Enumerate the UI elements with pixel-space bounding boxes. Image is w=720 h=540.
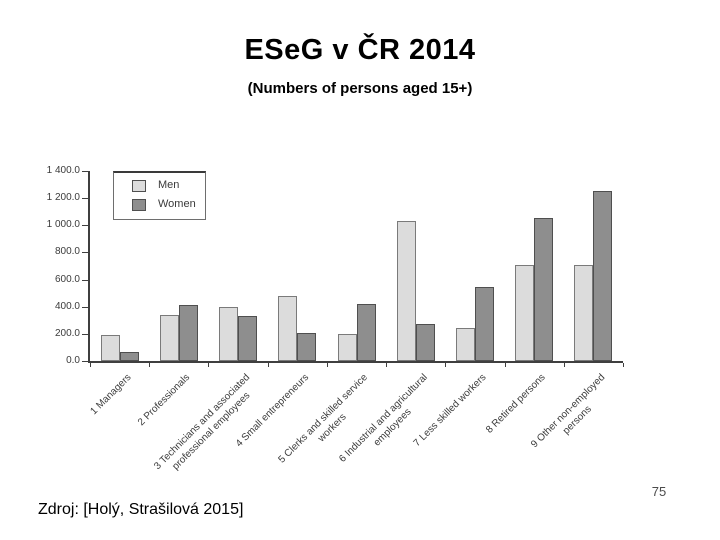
bar-men-1 (100, 335, 120, 361)
x-tick (623, 363, 624, 367)
bar-chart: 0.0 200.0 400.0 600.0 800.0 1 000.0 1 200.0 1 4… (40, 145, 680, 490)
y-tick (82, 280, 88, 281)
x-tick (327, 363, 328, 367)
bar-men-7 (455, 328, 475, 361)
legend-item-men: Men (114, 179, 205, 195)
legend: Men Women (113, 171, 206, 220)
x-tick (90, 363, 91, 367)
y-tick (82, 225, 88, 226)
y-tick (82, 171, 88, 172)
y-tick-label: 0.0 (66, 355, 80, 366)
bar-men-8 (515, 265, 535, 361)
page-title: ESeG v ČR 2014 (244, 34, 476, 66)
x-tick (268, 363, 269, 367)
bar-women-7 (474, 287, 494, 361)
legend-swatch-women (132, 199, 146, 211)
x-tick (149, 363, 150, 367)
y-tick-label: 1 000.0 (46, 219, 80, 230)
bar-men-9 (574, 265, 594, 361)
x-tick (505, 363, 506, 367)
y-tick-label: 1 400.0 (46, 165, 80, 176)
legend-swatch-men (132, 180, 146, 192)
y-tick-label: 400.0 (54, 301, 80, 312)
x-tick (564, 363, 565, 367)
y-tick (82, 252, 88, 253)
x-tick (386, 363, 387, 367)
y-tick (82, 307, 88, 308)
bar-women-2 (178, 305, 198, 361)
bar-men-2 (159, 315, 179, 361)
page-number: 75 (651, 484, 667, 499)
y-tick-label: 800.0 (54, 246, 80, 257)
bar-women-5 (356, 304, 376, 361)
x-category-label: 2 Professionals (136, 372, 193, 429)
y-tick (82, 334, 88, 335)
x-tick (445, 363, 446, 367)
y-tick-label: 1 200.0 (46, 192, 80, 203)
bar-men-6 (396, 221, 416, 361)
y-tick (82, 361, 88, 362)
legend-label: Women (158, 198, 196, 210)
x-tick (208, 363, 209, 367)
slide-subtitle: (Numbers of persons aged 15+) (247, 80, 473, 97)
y-axis (88, 171, 90, 363)
legend-label: Men (158, 179, 180, 191)
bar-men-4 (278, 296, 298, 361)
bar-women-6 (415, 324, 435, 361)
x-category-label: 1 Managers (88, 372, 134, 418)
x-axis (90, 361, 623, 363)
bar-men-5 (337, 334, 357, 361)
bar-women-9 (593, 191, 613, 361)
y-tick (82, 198, 88, 199)
bar-women-1 (119, 352, 139, 361)
bar-women-3 (238, 316, 258, 361)
legend-item-women: Women (114, 198, 205, 214)
bar-women-8 (534, 218, 554, 361)
bar-women-4 (297, 333, 317, 361)
source-citation: Zdroj: [Holý, Strašilová 2015] (38, 501, 244, 518)
bar-men-3 (219, 307, 239, 361)
x-category-label: 8 Retired persons (484, 372, 548, 436)
y-tick-label: 600.0 (54, 274, 80, 285)
y-tick-label: 200.0 (54, 328, 80, 339)
